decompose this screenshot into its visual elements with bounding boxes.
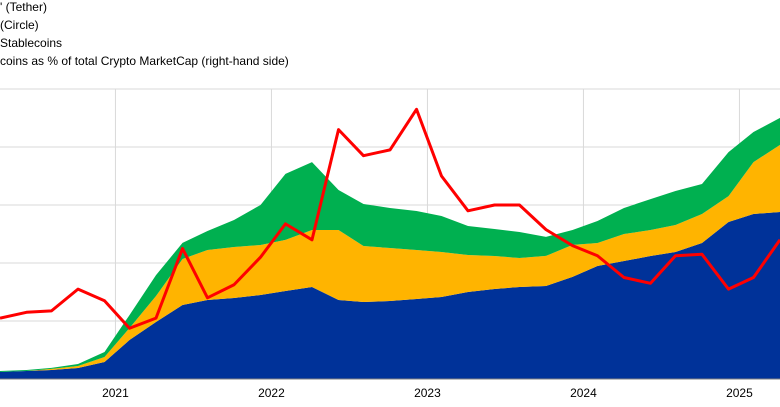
x-tick-label: 2024	[570, 386, 597, 400]
areas	[0, 117, 780, 379]
legend-label: (Circle)	[0, 18, 39, 32]
x-tick-label: 2021	[102, 386, 129, 400]
line	[0, 107, 780, 330]
x-tick-label: 2022	[258, 386, 285, 400]
legend-label: coins as % of total Crypto MarketCap (ri…	[0, 54, 289, 68]
x-tick-label: 2025	[726, 386, 753, 400]
legend-label: ' (Tether)	[0, 0, 47, 14]
area	[0, 117, 780, 373]
legend: ' (Tether) (Circle) Stablecoins coins as % …	[0, 0, 289, 68]
area	[0, 211, 780, 379]
area	[0, 144, 780, 373]
legend-label: Stablecoins	[0, 36, 62, 50]
x-tick-label: 2023	[414, 386, 441, 400]
